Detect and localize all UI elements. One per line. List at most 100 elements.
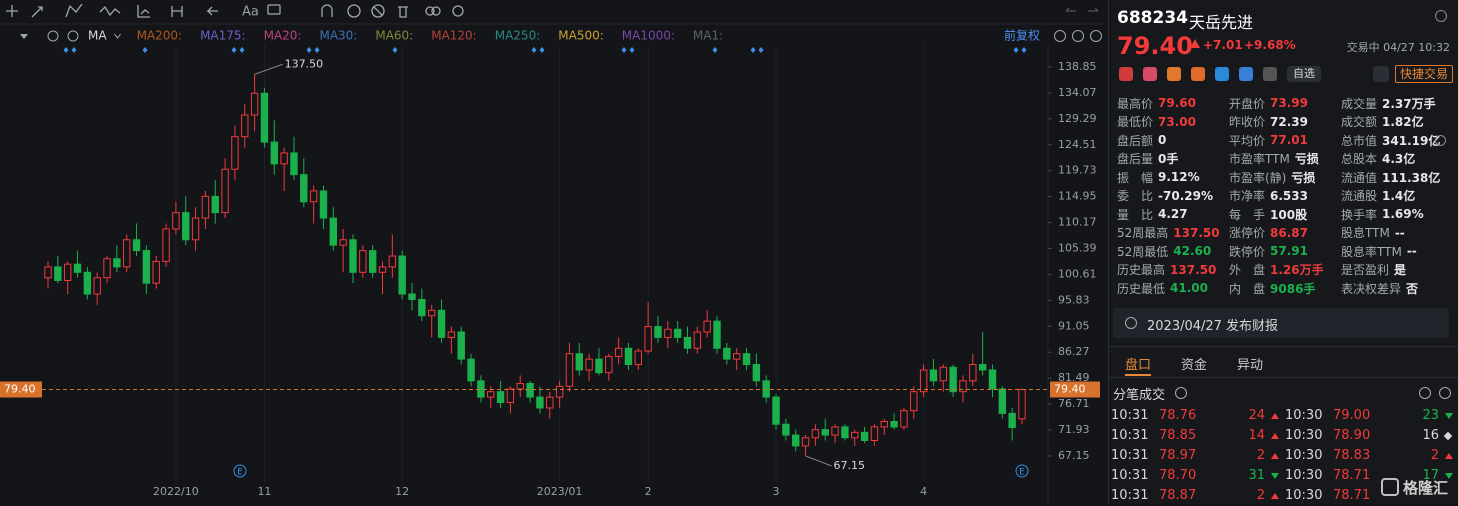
tool-eye[interactable] [347,4,361,18]
tool-range[interactable] [171,6,183,17]
candle-body [546,396,554,409]
up-arrow [1190,39,1200,48]
favorite[interactable]: 自选 [1287,66,1321,82]
stat-label: 换手率 [1341,207,1378,222]
settings-icon[interactable] [1435,10,1447,22]
candle-body [260,92,269,143]
event-marker [71,47,77,53]
stat: 盘后量 0手 [1117,151,1229,168]
stat-value: 1.69% [1382,207,1424,222]
zoom-in[interactable] [1072,30,1084,42]
candle-body [191,217,200,241]
event-marker [314,47,320,53]
candle-body [418,298,426,317]
zoom-out[interactable] [1054,30,1066,42]
collapse[interactable] [20,34,28,39]
indicator-name: MA500: [558,29,604,43]
earnings-marker [1015,464,1029,478]
tool-wave[interactable] [99,5,121,17]
stat-value: 57.91 [1270,244,1308,259]
trade-price: 78.90 [1333,428,1371,443]
feature-icon[interactable] [1119,67,1133,81]
tool-link[interactable] [425,6,435,16]
tool-font[interactable]: Aa [242,5,259,20]
feature-icon[interactable] [1191,67,1205,81]
tab[interactable]: 异动 [1237,358,1264,373]
tool-hide[interactable] [371,4,385,18]
candle-body [703,320,711,333]
candle-body [624,347,633,366]
ma-close[interactable] [67,30,79,42]
ticks-info[interactable] [1175,387,1187,399]
undo[interactable] [1065,7,1076,12]
candle-body [575,353,583,371]
tool-settings[interactable] [452,5,464,17]
tool-measure[interactable] [137,5,150,18]
trade-volume: 2 [1256,448,1265,463]
ticks-more[interactable] [1439,387,1451,399]
feature-icon[interactable] [1239,67,1253,81]
trade-price: 79.00 [1333,408,1371,423]
stat: 是否盈利是 [1341,262,1458,279]
stat-value: 9.12% [1158,170,1200,185]
candle-body [565,353,574,387]
quote-panel: 688234 天岳先进 79.40 +7.01 +9.68% 交易中 04/27 10:3… [1108,0,1458,504]
ticks-toggle[interactable] [1419,387,1431,399]
stat-label: 昨收价 [1229,115,1266,130]
candle-body [1018,389,1026,420]
y-tick-label: 105.39 [1058,241,1097,254]
trade-price: 78.71 [1333,488,1371,503]
stat: 外 盘 1.26万手 [1229,262,1341,279]
candle-body [792,434,800,447]
toolbar[interactable] [6,3,1099,18]
y-tick-label: 81.49 [1058,371,1090,384]
stat-label: 是否盈利 [1341,263,1390,278]
event-marker [758,47,764,53]
tool-magnet[interactable] [321,4,333,17]
tool-note[interactable] [267,4,281,15]
feature-icon[interactable] [1143,67,1157,81]
feature-icon[interactable] [1215,67,1229,81]
candle-body [821,429,829,436]
notice[interactable]: 2023/04/27 发布财报 [1113,308,1449,338]
candle-body [113,258,121,268]
quick-trade[interactable]: 快捷交易 [1395,65,1454,83]
stat: 股息TTM -- [1341,225,1458,242]
candle-body [536,396,544,409]
tool-line[interactable] [31,6,43,18]
stat-value: 73.00 [1158,114,1196,129]
candle-body [831,426,839,436]
last-price-label: 79.40 [1054,383,1086,396]
redo[interactable] [1088,7,1099,12]
stat-label: 52周最低 [1117,244,1169,259]
stat: 换手率 1.69% [1341,206,1458,223]
ma-settings[interactable] [47,30,59,42]
tool-arrow[interactable] [206,6,218,16]
feature-icon[interactable] [1167,67,1181,81]
watermark-logo [1381,478,1399,496]
tab[interactable]: 盘口 [1125,358,1152,373]
tool-channel[interactable] [65,3,83,18]
earnings-marker [233,464,247,478]
tab[interactable]: 资金 [1181,358,1208,373]
stat-label: 成交量 [1341,96,1378,111]
feature-icon[interactable] [1263,67,1277,81]
watermark: 格隆汇 [1381,472,1448,502]
last-price-label: 79.40 [4,383,36,396]
candle-body [270,141,278,165]
market-cap-info[interactable] [1435,135,1446,146]
trade-direction [1445,473,1453,479]
indicator-label[interactable]: MA [88,29,107,43]
trade-direction [1271,413,1279,419]
trade-volume: 16 [1422,428,1439,443]
y-tick-label: 91.05 [1058,319,1090,332]
tool-delete[interactable] [398,6,408,18]
candle-body [969,364,977,382]
panel-settings[interactable] [1090,30,1102,42]
tool-cross[interactable] [6,5,18,17]
adjust-mode[interactable]: 前复权 [1004,28,1040,43]
alert[interactable] [1373,66,1389,82]
stat-value: 1.4亿 [1382,189,1416,204]
candle-body [300,174,308,203]
y-tick-label: 86.27 [1058,345,1090,358]
